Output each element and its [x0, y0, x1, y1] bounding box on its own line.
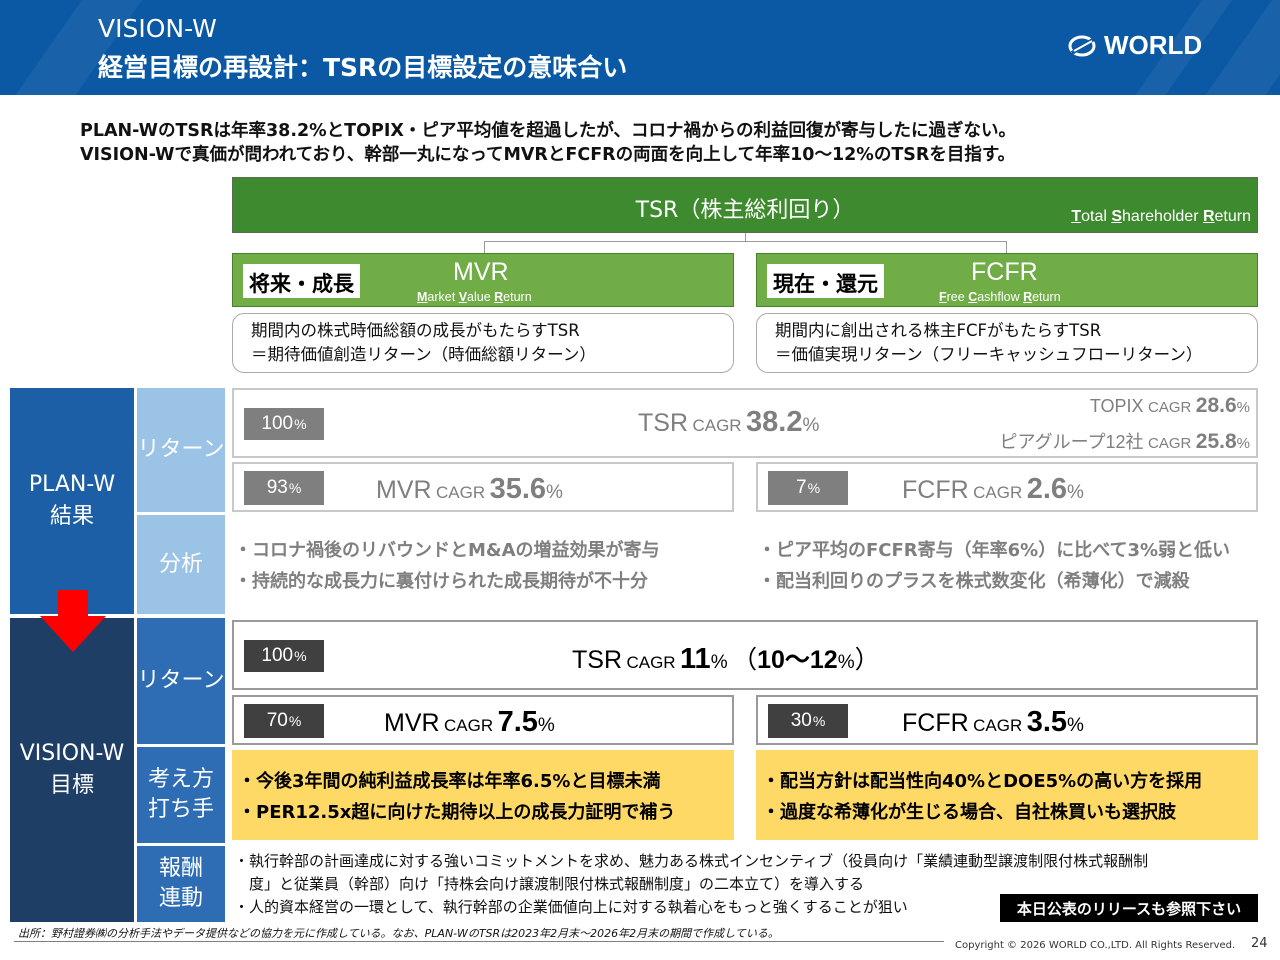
logo-text: WORLD [1104, 30, 1203, 60]
mvr-tag: 将来・成長 [243, 264, 360, 298]
planw-analysis-left: ・コロナ禍後のリバウンドとM&Aの増益効果が寄与 ・持続的な成長力に裏付けられた… [234, 540, 660, 592]
label-visionw-target: VISION-W 目標 [10, 618, 134, 922]
remuneration-text: ・執行幹部の計画達成に対する強いコミットメントを求め、魅力ある株式インセンティブ… [234, 852, 1149, 916]
planw-mvr-cagr: MVR CAGR 35.6% [376, 473, 563, 505]
tsr-banner-title: TSR（株主総利回り） [635, 198, 855, 223]
planw-fcfr-cagr: FCFR CAGR 2.6% [902, 473, 1084, 505]
visionw-tsr-cagr: TSR CAGR 11% （10～12%） [572, 643, 880, 675]
planw-tsr-share: 100% [244, 408, 324, 440]
planw-tsr-cagr: TSR CAGR 38.2% [638, 406, 820, 438]
fcfr-tag: 現在・還元 [767, 264, 884, 298]
label-visionw-return: リターン [137, 618, 225, 744]
tsr-banner-subtitle: Total Shareholder Return [1071, 208, 1251, 225]
tsr-banner: TSR（株主総利回り） Total Shareholder Return [232, 177, 1258, 233]
slide-title-line2: 経営目標の再設計：TSRの目標設定の意味合い [98, 53, 628, 82]
header-bar [0, 0, 1280, 95]
mvr-description: 期間内の株式時価総額の成長がもたらすTSR ＝期待価値創造リターン（時価総額リタ… [232, 313, 734, 373]
planw-mvr-share: 93% [244, 471, 324, 505]
connector-stem [745, 233, 746, 242]
page-number: 24 [1251, 936, 1268, 951]
visionw-tsr-share: 100% [244, 640, 324, 672]
label-planw-return: リターン [137, 388, 225, 512]
source-footnote: 出所：野村證券㈱の分析手法やデータ提供などの協力を元に作成している。なお、PLA… [18, 927, 779, 940]
copyright: Copyright © 2026 WORLD CO.,LTD. All Righ… [955, 940, 1236, 951]
connector-branch [484, 241, 1007, 253]
mvr-desc-line1: 期間内の株式時価総額の成長がもたらすTSR [251, 321, 580, 340]
mvr-subtitle: Market Value Return [417, 290, 532, 304]
world-logo: WORLD [1068, 30, 1202, 61]
visionw-mvr-row: 70% MVR CAGR 7.5% [232, 695, 734, 745]
release-note-badge: 本日公表のリリースも参照下さい [1000, 894, 1258, 922]
footer-divider [14, 941, 944, 942]
fcfr-subtitle: Free Cashflow Return [939, 290, 1061, 304]
planw-fcfr-share: 7% [768, 471, 848, 505]
slide-title-line1: VISION-W [98, 14, 217, 43]
fcfr-title: FCFR [971, 258, 1038, 286]
visionw-approach-left: ・今後3年間の純利益成長率は年率6.5%と目標未満 ・PER12.5x超に向けた… [232, 750, 734, 840]
planw-analysis-right: ・ピア平均のFCFR寄与（年率6%）に比べて3%弱と低い ・配当利回りのプラスを… [758, 540, 1231, 592]
peer-group-cagr: ピアグループ12社 CAGR 25.8% [999, 430, 1250, 453]
label-planw-analysis: 分析 [137, 515, 225, 614]
fcfr-desc-line1: 期間内に創出される株主FCFがもたらすTSR [775, 321, 1102, 340]
fcfr-desc-line2: ＝価値実現リターン（フリーキャッシュフローリターン） [775, 345, 1203, 364]
label-visionw-approach: 考え方 打ち手 [137, 747, 225, 843]
planw-mvr-row: 93% MVR CAGR 35.6% [232, 462, 734, 512]
fcfr-description: 期間内に創出される株主FCFがもたらすTSR ＝価値実現リターン（フリーキャッシ… [756, 313, 1258, 373]
mvr-desc-line2: ＝期待価値創造リターン（時価総額リターン） [251, 345, 596, 364]
visionw-mvr-cagr: MVR CAGR 7.5% [384, 706, 555, 738]
down-arrow-icon [40, 590, 106, 652]
intro-line2: VISION-Wで真価が問われており、幹部一丸になってMVRとFCFRの両面を向… [80, 145, 1016, 165]
visionw-fcfr-share: 30% [768, 704, 848, 738]
label-planw-result: PLAN-W 結果 [10, 388, 134, 614]
planw-tsr-row: 100% TSR CAGR 38.2% TOPIX CAGR 28.6% ピアグ… [232, 388, 1258, 458]
mvr-title: MVR [453, 258, 509, 286]
visionw-mvr-share: 70% [244, 704, 324, 738]
intro-line1: PLAN-WのTSRは年率38.2%とTOPIX・ピア平均値を超過したが、コロナ… [80, 121, 1016, 141]
visionw-fcfr-cagr: FCFR CAGR 3.5% [902, 706, 1084, 738]
visionw-tsr-row: 100% TSR CAGR 11% （10～12%） [232, 620, 1258, 690]
visionw-approach-right: ・配当方針は配当性向40%とDOE5%の高い方を採用 ・過度な希薄化が生じる場合… [756, 750, 1258, 840]
label-visionw-remuneration: 報酬 連動 [137, 846, 225, 922]
planw-fcfr-row: 7% FCFR CAGR 2.6% [756, 462, 1258, 512]
visionw-fcfr-row: 30% FCFR CAGR 3.5% [756, 695, 1258, 745]
topix-cagr: TOPIX CAGR 28.6% [1089, 394, 1250, 417]
mvr-header-box: 将来・成長 MVR Market Value Return [232, 253, 734, 307]
world-logo-icon [1068, 35, 1096, 56]
fcfr-header-box: 現在・還元 FCFR Free Cashflow Return [756, 253, 1258, 307]
